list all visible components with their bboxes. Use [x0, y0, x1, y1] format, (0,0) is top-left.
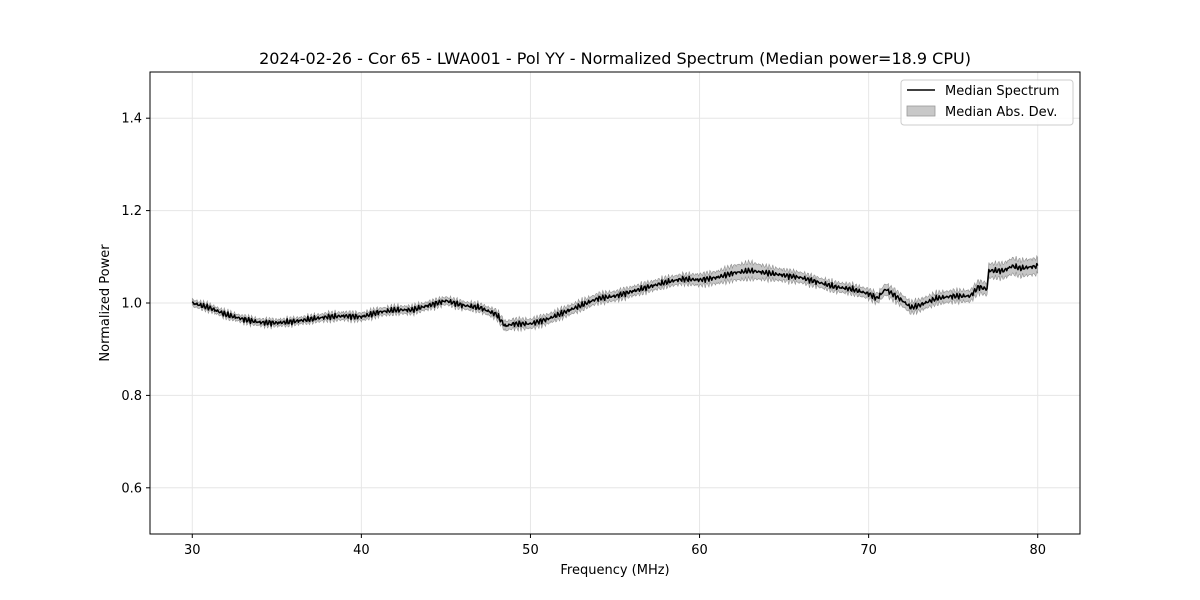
chart-title: 2024-02-26 - Cor 65 - LWA001 - Pol YY - … — [259, 49, 971, 68]
y-tick-label: 0.6 — [121, 481, 142, 496]
x-tick-label: 50 — [522, 543, 539, 558]
x-tick-label: 40 — [353, 543, 370, 558]
x-tick-label: 30 — [184, 543, 201, 558]
x-tick-label: 80 — [1029, 543, 1046, 558]
series-group — [191, 262, 1039, 328]
x-tick-label: 70 — [860, 543, 877, 558]
legend: Median Spectrum Median Abs. Dev. — [900, 79, 1074, 126]
legend-band-swatch — [906, 105, 936, 117]
median-spectrum-line — [191, 262, 1039, 328]
y-tick-label: 1.4 — [121, 112, 142, 127]
y-tick-label: 1.2 — [121, 204, 142, 219]
y-tick-label: 1.0 — [121, 297, 142, 312]
y-axis: 0.6 0.8 1.0 1.2 1.4 — [121, 112, 150, 496]
legend-label-median-spectrum: Median Spectrum — [945, 84, 1059, 99]
x-axis: 30 40 50 60 70 80 — [184, 534, 1046, 558]
y-tick-label: 0.8 — [121, 389, 142, 404]
x-tick-label: 60 — [691, 543, 708, 558]
legend-label-median-abs-dev: Median Abs. Dev. — [945, 105, 1057, 120]
y-axis-label: Normalized Power — [98, 244, 113, 362]
mad-band — [191, 254, 1039, 333]
legend-box — [900, 79, 1074, 126]
mad-band-group — [191, 254, 1039, 333]
x-axis-label: Frequency (MHz) — [560, 563, 669, 578]
